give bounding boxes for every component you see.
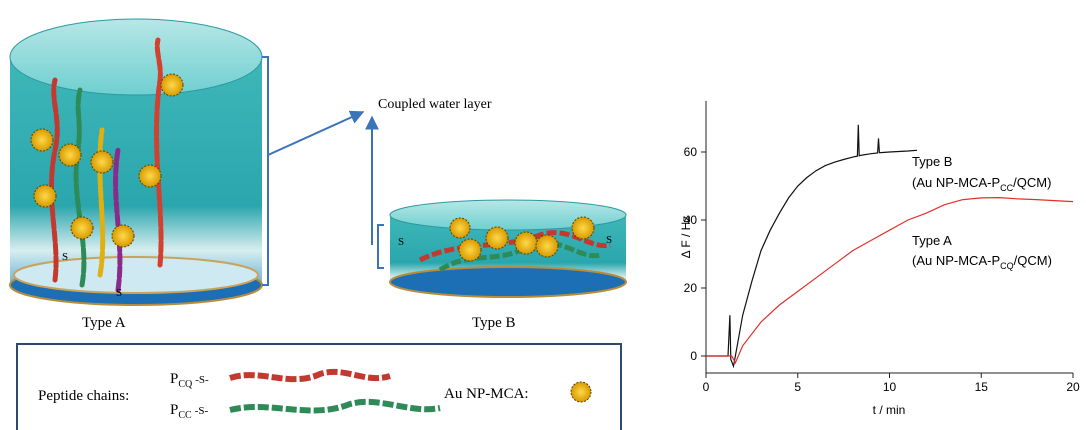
thiol: S	[62, 251, 68, 263]
thiol: S	[116, 287, 122, 299]
chain-cq	[229, 368, 391, 383]
series-line	[706, 124, 918, 369]
ann-label: (Au NP-MCA-P	[912, 253, 1000, 268]
thiol: S	[606, 234, 612, 246]
y-axis-label: Δ F / Hz	[679, 216, 693, 259]
bracket-a	[262, 56, 363, 286]
x-tick-label: 20	[1066, 380, 1080, 394]
annotation: Type A	[912, 233, 952, 248]
legend-box	[16, 343, 622, 430]
y-tick-label: 60	[684, 145, 698, 159]
type-b-label: Type B	[472, 315, 516, 331]
x-tick-label: 15	[975, 380, 989, 394]
sub: CQ	[178, 379, 193, 390]
p: P	[170, 371, 178, 387]
annotation: Type B	[912, 154, 952, 169]
x-axis-label: t / min	[873, 403, 906, 417]
pcq: PCQ -S-	[170, 371, 209, 390]
x-tick-label: 5	[794, 380, 801, 394]
ann-tail: /QCM)	[1013, 175, 1051, 190]
dish-b	[389, 199, 627, 298]
type-a-label: Type A	[82, 315, 126, 331]
annotation: (Au NP-MCA-PCC/QCM)	[912, 175, 1051, 193]
ann-sub: CC	[1000, 183, 1013, 193]
ann-sub: CQ	[1000, 261, 1014, 271]
link: -S-	[195, 374, 209, 386]
y-tick-label: 0	[690, 349, 697, 363]
ann-tail: /QCM)	[1014, 253, 1052, 268]
cylinder-a	[9, 18, 263, 306]
series-line	[706, 196, 1074, 365]
y-tick-label: 40	[684, 213, 698, 227]
thiol: S	[398, 236, 404, 248]
peptide-label: Peptide chains:	[38, 388, 129, 404]
x-tick-label: 0	[703, 380, 710, 394]
nanoparticles-a	[30, 73, 184, 248]
link: -S-	[195, 405, 209, 417]
x-tick-label: 10	[883, 380, 897, 394]
chart: Δ F / Hz t / min Type B (Au NP-MCA-PCC/Q…	[679, 101, 1080, 417]
ann-label: (Au NP-MCA-P	[912, 175, 1000, 190]
bracket-b	[372, 117, 384, 269]
pcc: PCC -S-	[170, 402, 208, 421]
chain-cc	[229, 398, 441, 414]
annotation: (Au NP-MCA-PCQ/QCM)	[912, 253, 1052, 271]
coupled-label: Coupled water layer	[378, 97, 492, 112]
sub: CC	[178, 410, 192, 421]
y-tick-label: 20	[684, 281, 698, 295]
p: P	[170, 402, 178, 418]
np-icon	[570, 381, 592, 403]
np-label: Au NP-MCA:	[444, 386, 529, 402]
